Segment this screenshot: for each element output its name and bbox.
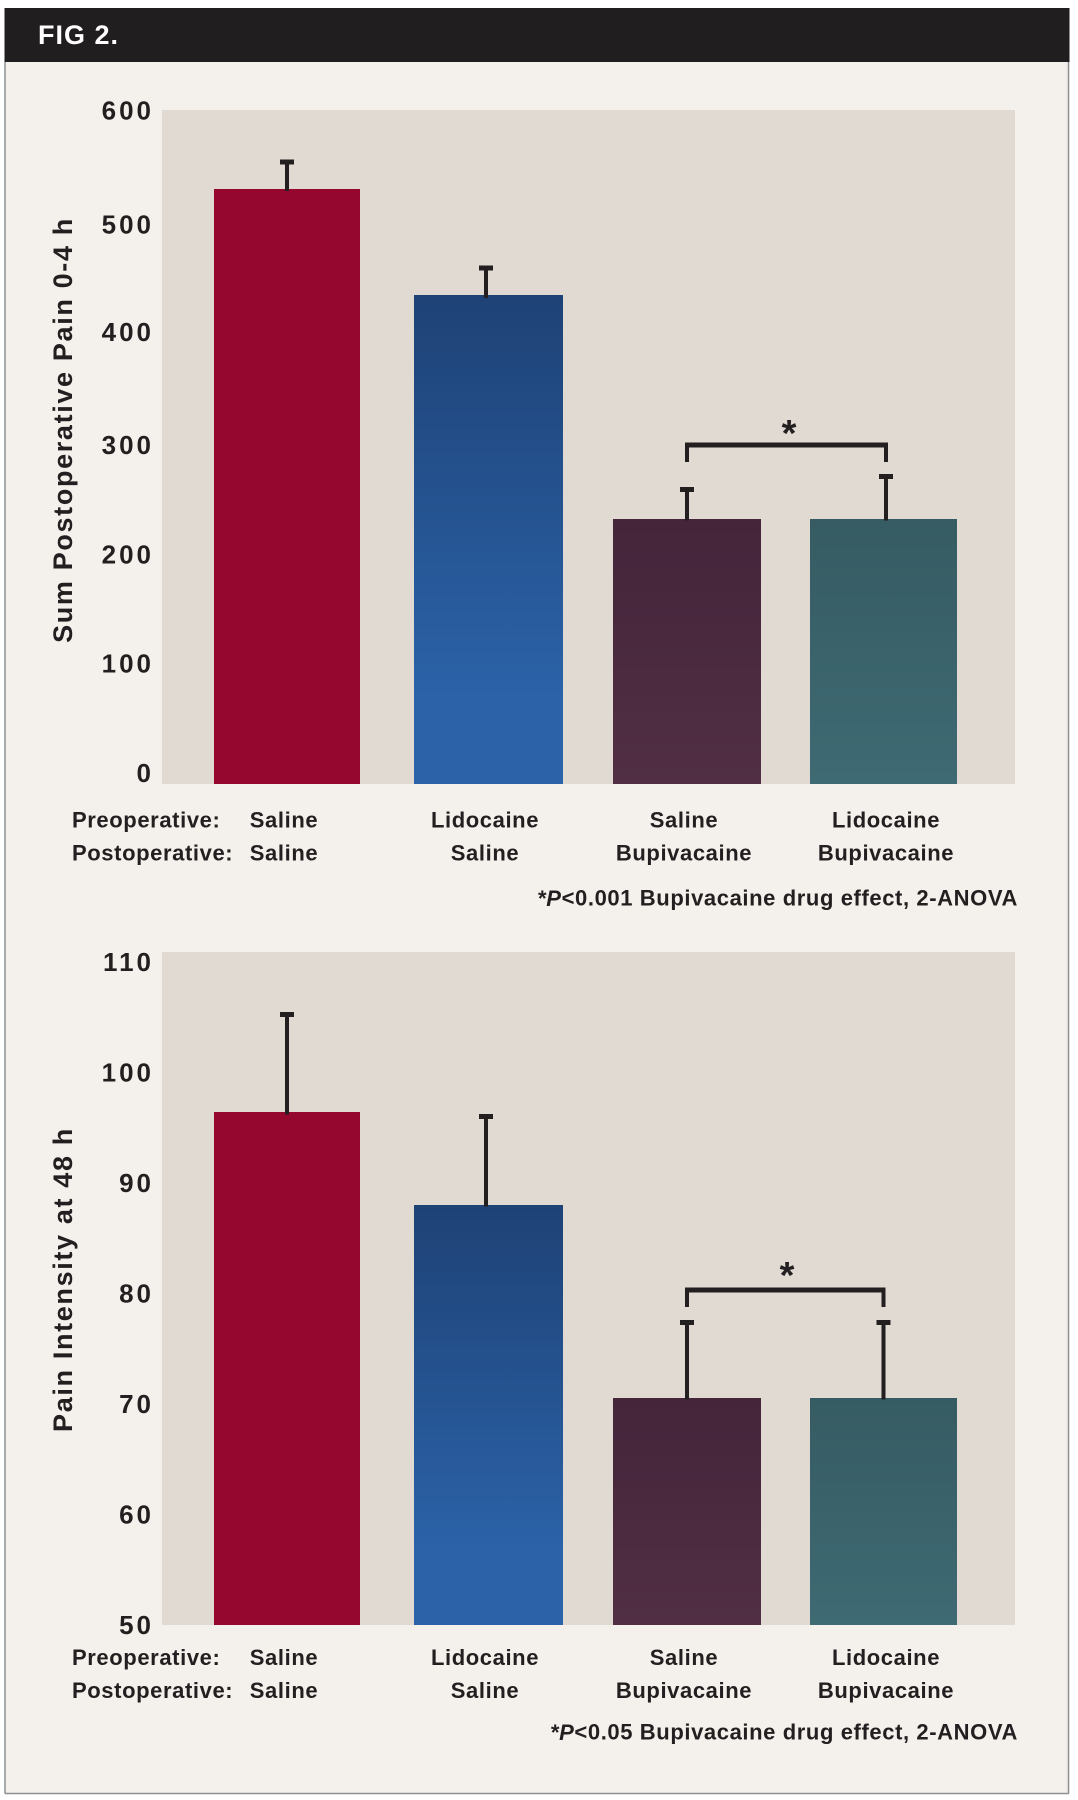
svg-text:Saline: Saline <box>451 841 519 866</box>
svg-text:60: 60 <box>119 1500 154 1530</box>
svg-text:FIG 2.: FIG 2. <box>38 20 119 50</box>
svg-text:*P<0.001 Bupivacaine drug effe: *P<0.001 Bupivacaine drug effect, 2-ANOV… <box>537 886 1018 911</box>
svg-text:Postoperative:: Postoperative: <box>72 1678 233 1703</box>
svg-text:Preoperative:: Preoperative: <box>72 808 220 833</box>
svg-text:Lidocaine: Lidocaine <box>832 1645 940 1670</box>
svg-text:Lidocaine: Lidocaine <box>431 808 539 833</box>
svg-text:Saline: Saline <box>650 1645 718 1670</box>
svg-text:200: 200 <box>102 540 154 570</box>
svg-text:Bupivacaine: Bupivacaine <box>818 841 954 866</box>
svg-text:400: 400 <box>102 317 154 347</box>
svg-text:Bupivacaine: Bupivacaine <box>616 1678 752 1703</box>
svg-text:Saline: Saline <box>650 808 718 833</box>
svg-text:0: 0 <box>137 758 154 788</box>
svg-text:*P<0.05 Bupivacaine drug effec: *P<0.05 Bupivacaine drug effect, 2-ANOVA <box>550 1720 1018 1745</box>
svg-text:300: 300 <box>102 430 154 460</box>
svg-text:Pain Intensity at 48 h: Pain Intensity at 48 h <box>48 1127 78 1432</box>
svg-text:Lidocaine: Lidocaine <box>431 1645 539 1670</box>
svg-text:500: 500 <box>102 209 154 239</box>
svg-text:80: 80 <box>119 1279 154 1309</box>
svg-text:Preoperative:: Preoperative: <box>72 1645 220 1670</box>
svg-text:Bupivacaine: Bupivacaine <box>818 1678 954 1703</box>
svg-text:600: 600 <box>102 96 154 126</box>
svg-text:90: 90 <box>119 1168 154 1198</box>
svg-text:100: 100 <box>102 648 154 678</box>
svg-text:Lidocaine: Lidocaine <box>832 808 940 833</box>
svg-text:*: * <box>780 1255 795 1297</box>
svg-text:Postoperative:: Postoperative: <box>72 841 233 866</box>
svg-text:Saline: Saline <box>250 841 318 866</box>
svg-text:50: 50 <box>119 1610 154 1640</box>
svg-text:Saline: Saline <box>451 1678 519 1703</box>
svg-text:110: 110 <box>103 947 154 977</box>
svg-text:Bupivacaine: Bupivacaine <box>616 841 752 866</box>
svg-text:100: 100 <box>102 1058 154 1088</box>
svg-text:*: * <box>782 413 797 455</box>
svg-text:Saline: Saline <box>250 808 318 833</box>
svg-text:Saline: Saline <box>250 1678 318 1703</box>
svg-text:Saline: Saline <box>250 1645 318 1670</box>
svg-text:70: 70 <box>119 1389 154 1419</box>
svg-text:Sum Postoperative Pain 0-4 h: Sum Postoperative Pain 0-4 h <box>48 217 78 643</box>
